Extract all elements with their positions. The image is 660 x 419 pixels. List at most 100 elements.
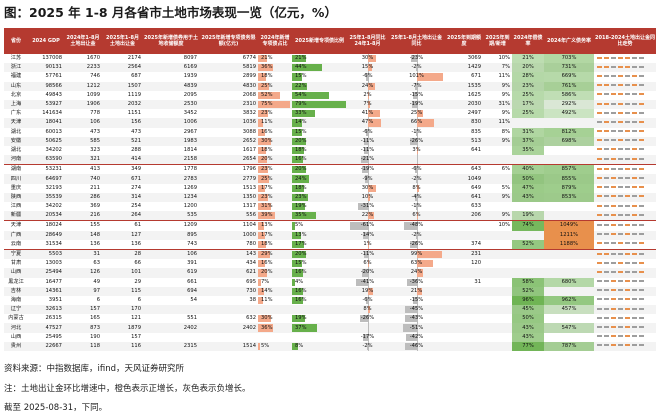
- zero-axis: [416, 341, 418, 351]
- trend-tick: [632, 84, 637, 87]
- land-yoy-cell: 6%: [388, 211, 445, 221]
- share-value: 18%: [261, 240, 273, 247]
- land-yoy-cell: -7%: [388, 81, 445, 91]
- yoy-bar: [367, 64, 372, 72]
- col-header-special-debt-limit: 2025年新增专项债务限额(亿元): [199, 28, 258, 54]
- trend-tick: [604, 186, 609, 189]
- trend-tick: [604, 270, 609, 273]
- land-yoy-cell: -26%: [388, 136, 445, 146]
- sales-2024-cell: 31: [64, 248, 102, 260]
- reserve-quota-cell: 743: [187, 240, 197, 247]
- trend-tick: [611, 93, 616, 96]
- zero-axis: [416, 295, 418, 306]
- due-ratio-cell: [483, 174, 512, 183]
- sales-2024-cell: 778: [90, 110, 100, 117]
- trend-tick: [625, 326, 630, 329]
- trend-tick: [611, 130, 616, 133]
- table-row: 天津 18041 106 156 1006 1036 11% 14% 47% 66% 830 11%: [4, 118, 656, 128]
- share-2024-bar-cell: 17%: [258, 184, 292, 193]
- due-ratio-cell: [483, 278, 512, 287]
- yoy-bar: [414, 82, 417, 90]
- land-yoy-cell: -2%: [388, 174, 445, 184]
- trend-tick: [632, 65, 637, 68]
- yoy-window-cell: -2%: [347, 341, 388, 351]
- trend-tick: [604, 242, 609, 245]
- table-row: 新疆 20534 216 264 535 556 39% 35% 22% 6% 206 9% 19%: [4, 211, 656, 221]
- special-debt-limit-cell: 434: [246, 260, 256, 267]
- repayment-ratio-cell: 45%: [512, 305, 544, 315]
- debt-ratio-cell: 586%: [544, 90, 594, 100]
- special-debt-limit-cell: 780: [246, 240, 256, 247]
- col-header-gdp: 2024 GDP: [28, 28, 64, 54]
- yoy-window-cell: 1%: [347, 239, 388, 250]
- date-note: 截至 2025-08-31，下同。: [4, 403, 108, 413]
- yoy-value: -7%: [411, 82, 422, 89]
- trend-cell: [594, 231, 656, 240]
- trend-tick: [639, 223, 644, 226]
- land-yoy-cell: -2%: [388, 63, 445, 73]
- trend-tick: [632, 139, 637, 142]
- trend-tick: [611, 213, 616, 216]
- special-debt-limit-cell: 1796: [199, 164, 258, 175]
- yoy-value: -6%: [362, 128, 373, 135]
- debt-ratio-cell: 1211%: [544, 230, 594, 240]
- yoy-bar: [355, 278, 368, 286]
- trend-tick: [597, 102, 602, 105]
- share-2024-bar-cell: 25%: [258, 82, 292, 91]
- yoy-window-cell: 47%: [347, 118, 388, 128]
- sales-2024-cell: 126: [90, 269, 100, 276]
- ratio-2025-bar-cell: [292, 305, 347, 314]
- yoy-value: -31%: [360, 203, 375, 210]
- trend-tick: [632, 195, 637, 198]
- yoy-value: -1%: [411, 128, 422, 135]
- yoy-value: -15%: [409, 91, 424, 98]
- share-2024-bar-cell: 30%: [258, 314, 292, 323]
- trend-tick: [625, 177, 630, 180]
- trend-cell: [594, 342, 656, 351]
- repayment-ratio-cell: 50%: [512, 314, 544, 324]
- ratio-2025-bar-cell: 21%: [292, 54, 347, 63]
- trend-tick: [618, 139, 623, 142]
- special-debt-limit-cell: 1104: [199, 220, 258, 231]
- gdp-cell: 14361: [45, 287, 62, 294]
- ratio-2025-bar-cell: 79%: [292, 100, 347, 109]
- province-cell: 江西: [10, 203, 22, 210]
- trend-cell: [594, 305, 656, 314]
- share-value: 23%: [261, 166, 273, 173]
- land-yoy-cell: [388, 155, 445, 165]
- debt-ratio-cell: 731%: [544, 63, 594, 73]
- trend-tick: [597, 326, 602, 329]
- repayment-ratio-cell: 25%: [512, 109, 544, 119]
- repayment-ratio-cell: [512, 231, 544, 240]
- repayment-ratio-cell: [512, 268, 544, 277]
- trend-cell: [594, 155, 656, 165]
- sales-2024-cell: 1099: [86, 91, 100, 98]
- trend-tick: [597, 204, 602, 207]
- debt-ratio-cell: [544, 259, 594, 268]
- trend-tick: [611, 102, 616, 105]
- due-ratio-cell: 8%: [501, 128, 510, 135]
- share-value: [292, 334, 295, 340]
- land-yoy-cell: 99%: [388, 248, 445, 260]
- share-value: 20%: [295, 251, 307, 258]
- debt-ratio-cell: 292%: [544, 99, 594, 110]
- due-amount-cell: [445, 220, 483, 231]
- trend-tick: [639, 120, 644, 123]
- share-value: 75%: [261, 101, 273, 108]
- trend-tick: [632, 326, 637, 329]
- trend-tick: [639, 148, 644, 151]
- share-value: 15%: [295, 128, 307, 135]
- share-bar: [292, 119, 302, 127]
- yoy-bar: [367, 110, 380, 118]
- table-row: 四川 64697 740 671 2783 2779 25% 24% -9% -2% 1049 50%…: [4, 174, 656, 184]
- trend-tick: [625, 74, 630, 77]
- table-row: 内蒙古 26315 165 121 551 632 30% 19% -26% -43% 50%: [4, 314, 656, 324]
- trend-tick: [611, 252, 616, 255]
- trend-tick: [611, 335, 616, 338]
- share-value: 36%: [261, 64, 273, 71]
- sales-2025-cell: 2032: [127, 101, 141, 108]
- special-debt-limit-cell: 1513: [242, 184, 256, 191]
- ratio-2025-bar-cell: 13%: [292, 231, 347, 240]
- share-bar: [292, 260, 303, 268]
- land-yoy-cell: -48%: [388, 220, 445, 231]
